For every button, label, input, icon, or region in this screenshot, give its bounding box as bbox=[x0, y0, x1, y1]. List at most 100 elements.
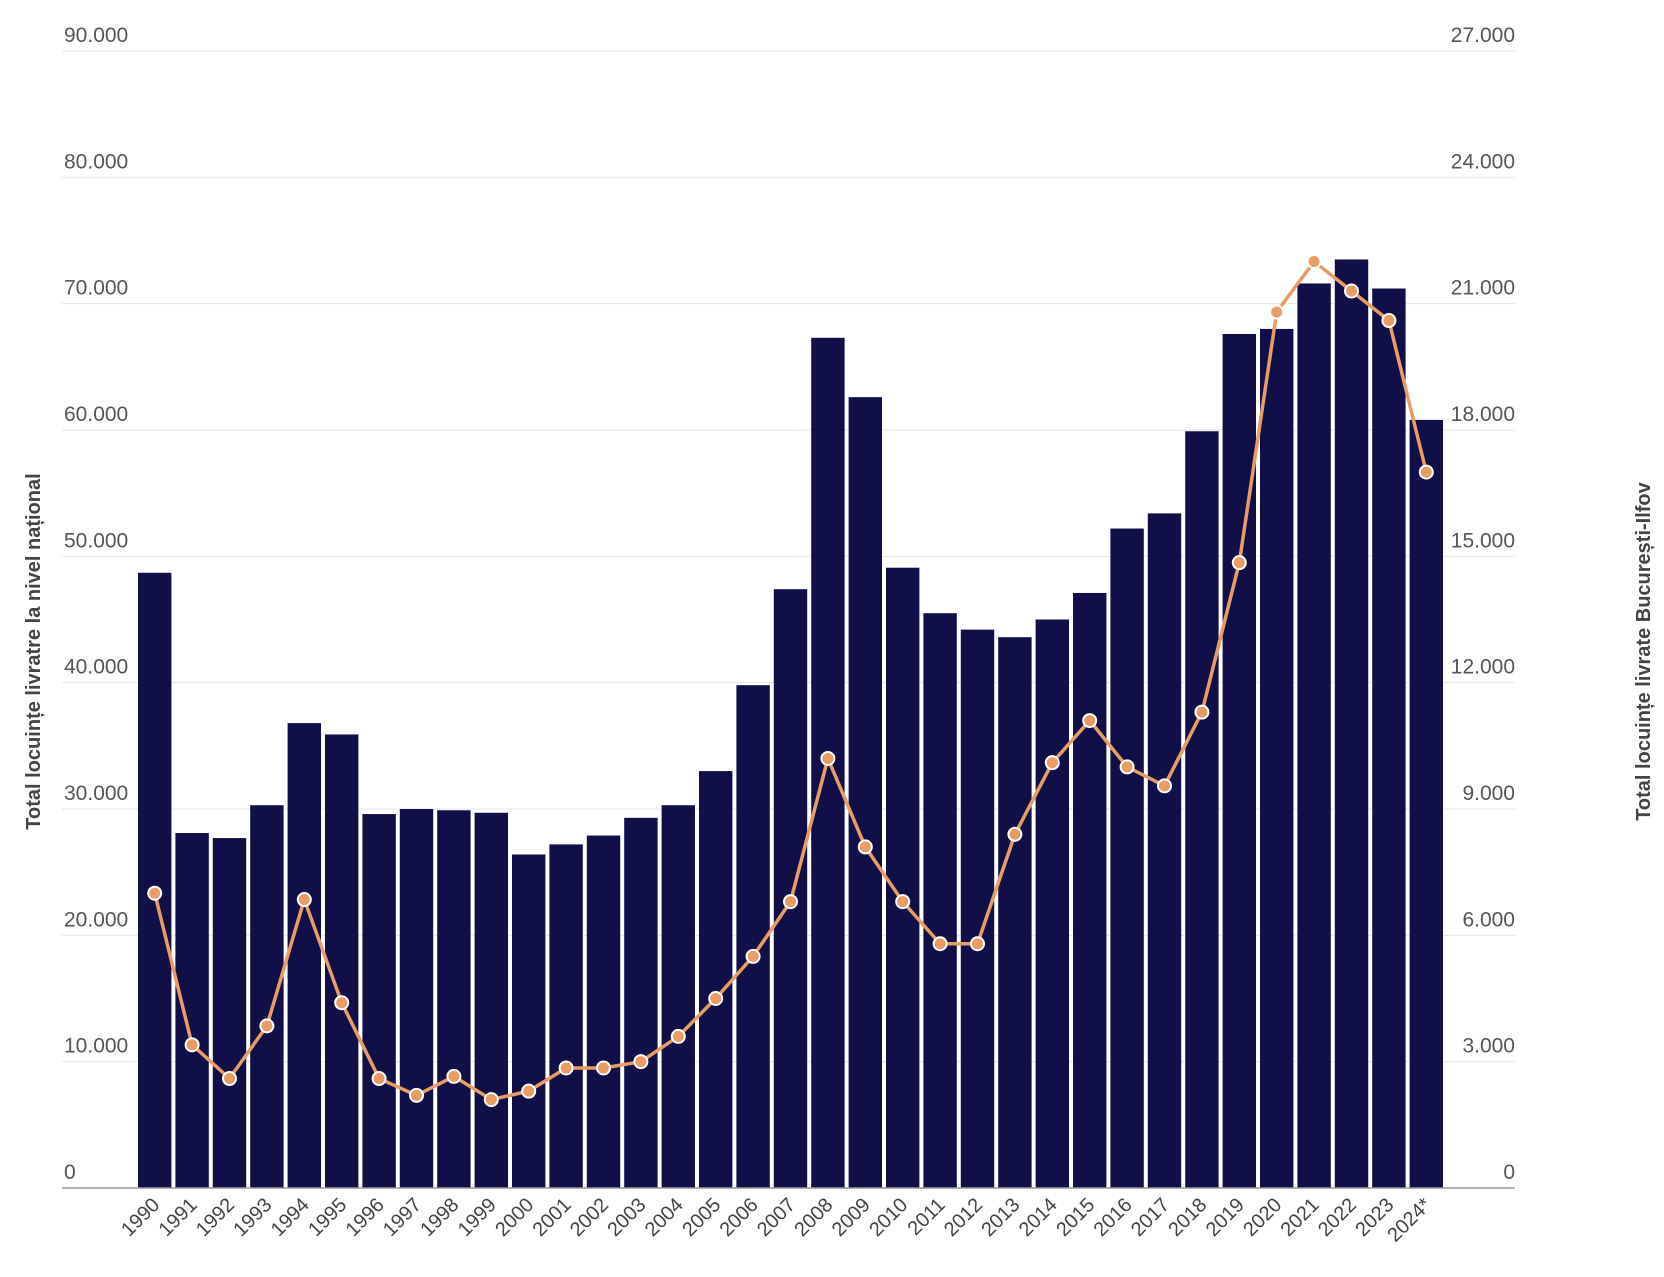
bar-series bbox=[138, 259, 1443, 1189]
bar-2016 bbox=[1110, 528, 1144, 1188]
bar-2003 bbox=[624, 817, 658, 1188]
bar-2000 bbox=[512, 854, 546, 1188]
line-point-1991 bbox=[184, 1037, 200, 1053]
bar-2014 bbox=[1035, 619, 1069, 1188]
x-tick-label: 2012 bbox=[940, 1194, 987, 1241]
left-tick-label: 50.000 bbox=[64, 529, 128, 552]
line-point-2019 bbox=[1231, 555, 1247, 571]
x-tick-label: 2014 bbox=[1015, 1194, 1062, 1241]
line-point-2021 bbox=[1306, 254, 1322, 270]
x-tick-label: 1999 bbox=[454, 1194, 501, 1241]
x-axis-ticks: 1990199119921993199419951996199719981999… bbox=[117, 1194, 1436, 1247]
bar-2010 bbox=[886, 567, 920, 1188]
right-tick-label: 9.000 bbox=[1462, 782, 1515, 805]
line-point-1999 bbox=[483, 1092, 499, 1108]
x-tick-label: 2022 bbox=[1314, 1194, 1361, 1241]
x-tick-label: 2000 bbox=[491, 1194, 538, 1241]
x-tick-label: 2001 bbox=[529, 1194, 576, 1241]
right-tick-label: 15.000 bbox=[1451, 529, 1515, 552]
bar-1992 bbox=[212, 838, 247, 1188]
bar-2017 bbox=[1147, 513, 1182, 1188]
left-tick-label: 40.000 bbox=[64, 656, 128, 679]
x-tick-label: 2021 bbox=[1277, 1194, 1324, 1241]
line-point-2006 bbox=[745, 948, 761, 964]
right-tick-label: 3.000 bbox=[1462, 1035, 1515, 1058]
line-point-2017 bbox=[1157, 778, 1172, 794]
left-tick-label: 0 bbox=[64, 1161, 76, 1184]
right-tick-label: 24.000 bbox=[1451, 150, 1515, 173]
x-tick-label: 2007 bbox=[753, 1194, 800, 1241]
bar-1997 bbox=[399, 809, 434, 1188]
x-tick-label: 1992 bbox=[192, 1194, 239, 1241]
line-point-2015 bbox=[1082, 713, 1098, 729]
bar-2019 bbox=[1222, 333, 1256, 1188]
x-tick-label: 2017 bbox=[1127, 1194, 1174, 1241]
x-tick-label: 2004 bbox=[641, 1194, 688, 1241]
x-tick-label: 1991 bbox=[155, 1194, 202, 1241]
bar-2021 bbox=[1297, 283, 1331, 1188]
right-axis-title: Total locuințe livrate București-Ilfov bbox=[1633, 481, 1655, 820]
bar-2007 bbox=[773, 589, 808, 1188]
bar-2006 bbox=[736, 685, 770, 1188]
line-point-1994 bbox=[296, 892, 312, 908]
line-point-2014 bbox=[1044, 755, 1060, 771]
left-axis-title: Total locuințe livratre la nivel naționa… bbox=[23, 473, 45, 829]
line-point-2000 bbox=[521, 1083, 537, 1099]
x-tick-label: 2006 bbox=[716, 1194, 763, 1241]
line-point-2016 bbox=[1119, 759, 1135, 775]
left-tick-label: 30.000 bbox=[64, 782, 128, 805]
x-tick-label: 2024* bbox=[1383, 1194, 1436, 1247]
line-series bbox=[147, 254, 1434, 1108]
x-tick-label: 1998 bbox=[416, 1194, 463, 1241]
right-tick-label: 12.000 bbox=[1451, 656, 1515, 679]
line-point-2013 bbox=[1007, 826, 1023, 842]
x-tick-label: 2011 bbox=[904, 1194, 950, 1240]
left-tick-label: 10.000 bbox=[64, 1035, 128, 1058]
bar-1995 bbox=[325, 734, 359, 1188]
x-tick-label: 1994 bbox=[267, 1194, 314, 1241]
bar-2013 bbox=[998, 637, 1032, 1188]
right-tick-label: 21.000 bbox=[1451, 277, 1515, 300]
bar-1990 bbox=[138, 572, 172, 1188]
bar-2015 bbox=[1073, 592, 1107, 1188]
line-point-2020 bbox=[1269, 304, 1285, 320]
line-point-2002 bbox=[596, 1060, 611, 1076]
line-point-1993 bbox=[259, 1018, 275, 1034]
left-tick-label: 60.000 bbox=[64, 403, 128, 426]
x-tick-label: 2005 bbox=[678, 1194, 725, 1241]
bar-2011 bbox=[923, 613, 957, 1188]
left-tick-label: 90.000 bbox=[64, 24, 128, 47]
line-point-2011 bbox=[932, 936, 948, 952]
line-point-1990 bbox=[147, 885, 163, 901]
x-tick-label: 1995 bbox=[304, 1194, 351, 1241]
line-point-2007 bbox=[783, 894, 798, 910]
right-tick-label: 6.000 bbox=[1462, 908, 1515, 931]
x-tick-label: 2002 bbox=[566, 1194, 613, 1241]
line-point-2023 bbox=[1381, 313, 1397, 329]
right-tick-label: 27.000 bbox=[1451, 24, 1515, 47]
left-axis-ticks: 0 10.000 20.000 30.000 40.000 50.000 60.000 70.… bbox=[64, 24, 128, 1184]
line-point-1995 bbox=[334, 995, 350, 1011]
right-tick-label: 18.000 bbox=[1451, 403, 1515, 426]
line-point-2004 bbox=[670, 1028, 686, 1044]
bar-2024* bbox=[1409, 419, 1443, 1189]
x-tick-label: 1990 bbox=[117, 1194, 164, 1241]
bar-2022 bbox=[1334, 259, 1369, 1188]
bar-2001 bbox=[549, 844, 583, 1188]
line-point-2010 bbox=[895, 894, 911, 910]
x-tick-label: 2010 bbox=[865, 1194, 912, 1241]
line-point-2003 bbox=[633, 1054, 649, 1070]
left-tick-label: 80.000 bbox=[64, 150, 128, 173]
line-point-1998 bbox=[446, 1068, 462, 1084]
line-point-2008 bbox=[820, 750, 836, 766]
right-axis-ticks: 0 3.000 6.000 9.000 12.000 15.000 18.000 21.000… bbox=[1451, 24, 1515, 1184]
bar-2020 bbox=[1260, 328, 1294, 1188]
line-point-1997 bbox=[409, 1087, 424, 1103]
bar-1991 bbox=[175, 833, 209, 1188]
x-tick-label: 2013 bbox=[977, 1194, 1024, 1241]
x-tick-label: 1996 bbox=[342, 1194, 389, 1241]
bar-1994 bbox=[287, 723, 321, 1188]
line-point-2018 bbox=[1194, 704, 1210, 720]
